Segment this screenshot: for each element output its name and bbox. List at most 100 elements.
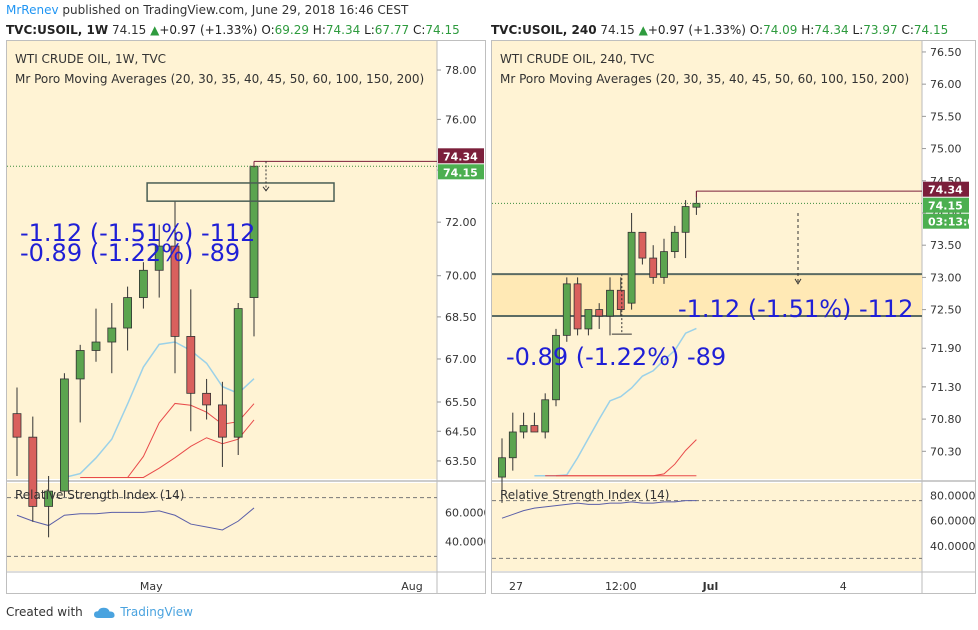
right-h-label: H: — [801, 23, 815, 37]
cloud-icon — [93, 607, 115, 618]
right-price-tick: 71.90 — [930, 342, 962, 355]
up-arrow-icon: ▲ — [638, 23, 648, 37]
left-last-price-label-bg — [438, 164, 484, 180]
left-rsi-tick: 40.0000 — [445, 536, 485, 549]
right-time-label: 12:00 — [605, 580, 637, 593]
left-high-price-label-bg — [438, 148, 484, 164]
footer: Created with TradingView — [0, 600, 978, 630]
right-close: 74.15 — [913, 23, 949, 37]
right-candle-body — [649, 257, 658, 278]
right-measure-line-1: -1.12 (-1.51%) -112 — [678, 295, 913, 323]
right-high-price-label-bg — [923, 181, 969, 197]
right-candle-body — [692, 202, 701, 208]
right-measure-arrow-head — [794, 278, 802, 285]
left-price-tick: 78.00 — [445, 64, 477, 77]
right-candle-body — [627, 231, 636, 304]
right-price-pane[interactable] — [492, 41, 922, 479]
right-candle-body — [530, 425, 539, 433]
left-price-tick: 67.00 — [445, 353, 477, 366]
left-measure-line-2: -0.89 (-1.22%) -89 — [20, 239, 240, 267]
right-candle-body — [595, 309, 604, 317]
author-link[interactable]: MrRenev — [6, 3, 59, 17]
left-candle-body — [233, 308, 243, 438]
right-quote-header: TVC:USOIL, 240 74.15 ▲+0.97 (+1.33%) O:7… — [491, 20, 948, 40]
left-quote-header: TVC:USOIL, 1W 74.15 ▲+0.97 (+1.33%) O:69… — [6, 20, 460, 40]
left-last-price-label: 74.15 — [443, 166, 478, 179]
right-rsi-tick: 80.0000 — [930, 490, 975, 503]
right-last: 74.15 — [600, 23, 635, 37]
left-candle-body — [170, 245, 180, 337]
left-last: 74.15 — [111, 23, 147, 37]
publish-info: published on TradingView.com, June 29, 2… — [62, 3, 409, 17]
right-rsi-line — [501, 500, 697, 519]
right-low: 73.97 — [863, 23, 898, 37]
publish-bar: MrRenev published on TradingView.com, Ju… — [0, 0, 978, 20]
right-countdown-label-bg — [923, 213, 969, 229]
left-high: 74.34 — [325, 23, 361, 37]
left-price-tick: 70.00 — [445, 270, 477, 283]
left-ma-line-red-2 — [96, 419, 255, 478]
right-candle-body — [670, 231, 679, 253]
right-candle-body — [573, 283, 582, 330]
right-price-tick: 72.50 — [930, 304, 962, 317]
up-arrow-icon: ▲ — [150, 23, 160, 37]
left-close: 74.15 — [425, 23, 460, 37]
left-high-price-label: 74.34 — [443, 150, 478, 163]
left-candle-body — [138, 269, 148, 298]
right-chart-panel[interactable]: 76.50 76.00 75.50 75.00 74.50 74.00 73.50 73.00… — [491, 40, 978, 594]
left-l-label: L: — [364, 23, 375, 37]
right-price-tick: 75.50 — [930, 110, 962, 123]
left-candle-body — [60, 378, 69, 492]
left-candle-body — [217, 404, 227, 438]
left-candle-body — [202, 392, 212, 406]
right-candle-body — [606, 289, 614, 317]
right-time-label: 4 — [840, 580, 847, 593]
left-open: 69.29 — [274, 23, 309, 37]
left-candle-body — [75, 350, 85, 380]
left-change: +0.97 (+1.33%) — [159, 23, 258, 37]
left-measure-arrow-head — [262, 186, 270, 192]
right-c-label: C: — [901, 23, 914, 37]
left-chart-svg[interactable]: 78.0076.0074.0072.0070.0068.5067.0065.50… — [7, 41, 491, 593]
left-candle-body — [107, 327, 117, 343]
left-rsi-tick: 60.0000 — [445, 506, 485, 519]
left-candle-body — [44, 490, 53, 507]
right-candle-body — [508, 431, 517, 459]
right-measure-line-2: -0.89 (-1.22%) -89 — [506, 343, 726, 371]
left-candle-body — [12, 413, 22, 438]
left-candle-body — [186, 336, 196, 394]
right-candle-body — [681, 206, 690, 233]
right-price-tick: 70.30 — [930, 445, 962, 458]
tradingview-brand-link[interactable]: TradingView — [120, 605, 193, 619]
right-price-tick: 73.00 — [930, 271, 962, 284]
left-chart-panel[interactable]: 78.0076.0074.0072.0070.0068.5067.0065.50… — [6, 40, 491, 594]
right-price-tick: 73.50 — [930, 239, 962, 252]
right-candle-body — [660, 251, 668, 278]
left-candle-body — [154, 245, 164, 271]
right-high-price-label: 74.34 — [928, 184, 963, 197]
left-indicator-label: Mr Poro Moving Averages (20, 30, 35, 40,… — [15, 72, 424, 86]
right-rsi-tick: 60.0000 — [930, 515, 975, 528]
right-candle-body — [498, 457, 506, 478]
right-high: 74.34 — [814, 23, 849, 37]
right-candle-body — [541, 399, 550, 433]
left-low: 67.77 — [374, 23, 410, 37]
right-chart-title: WTI CRUDE OIL, 240, TVC — [500, 52, 654, 66]
right-last-price-label-bg — [923, 197, 969, 213]
left-rsi-label: Relative Strength Index (14) — [15, 488, 184, 502]
right-last-price-label: 74.15 — [928, 200, 963, 213]
right-price-tick: 75.00 — [930, 143, 962, 156]
left-measure-line-1: -1.12 (-1.51%) -112 — [20, 219, 255, 247]
left-symbol: TVC:USOIL, 1W — [6, 23, 109, 37]
right-candle-body — [584, 309, 593, 330]
right-price-tick: 70.80 — [930, 413, 962, 426]
right-time-label: Jul — [702, 580, 719, 593]
left-price-tick: 65.50 — [445, 396, 477, 409]
right-rsi-label: Relative Strength Index (14) — [500, 488, 669, 502]
right-chart-svg[interactable]: 76.5076.0075.5075.0074.5074.0073.5073.00… — [492, 41, 978, 593]
left-price-tick: 63.50 — [445, 455, 477, 468]
left-chart-title: WTI CRUDE OIL, 1W, TVC — [15, 52, 166, 66]
left-o-label: O: — [261, 23, 275, 37]
right-rsi-pane[interactable] — [492, 483, 922, 571]
left-h-label: H: — [312, 23, 326, 37]
